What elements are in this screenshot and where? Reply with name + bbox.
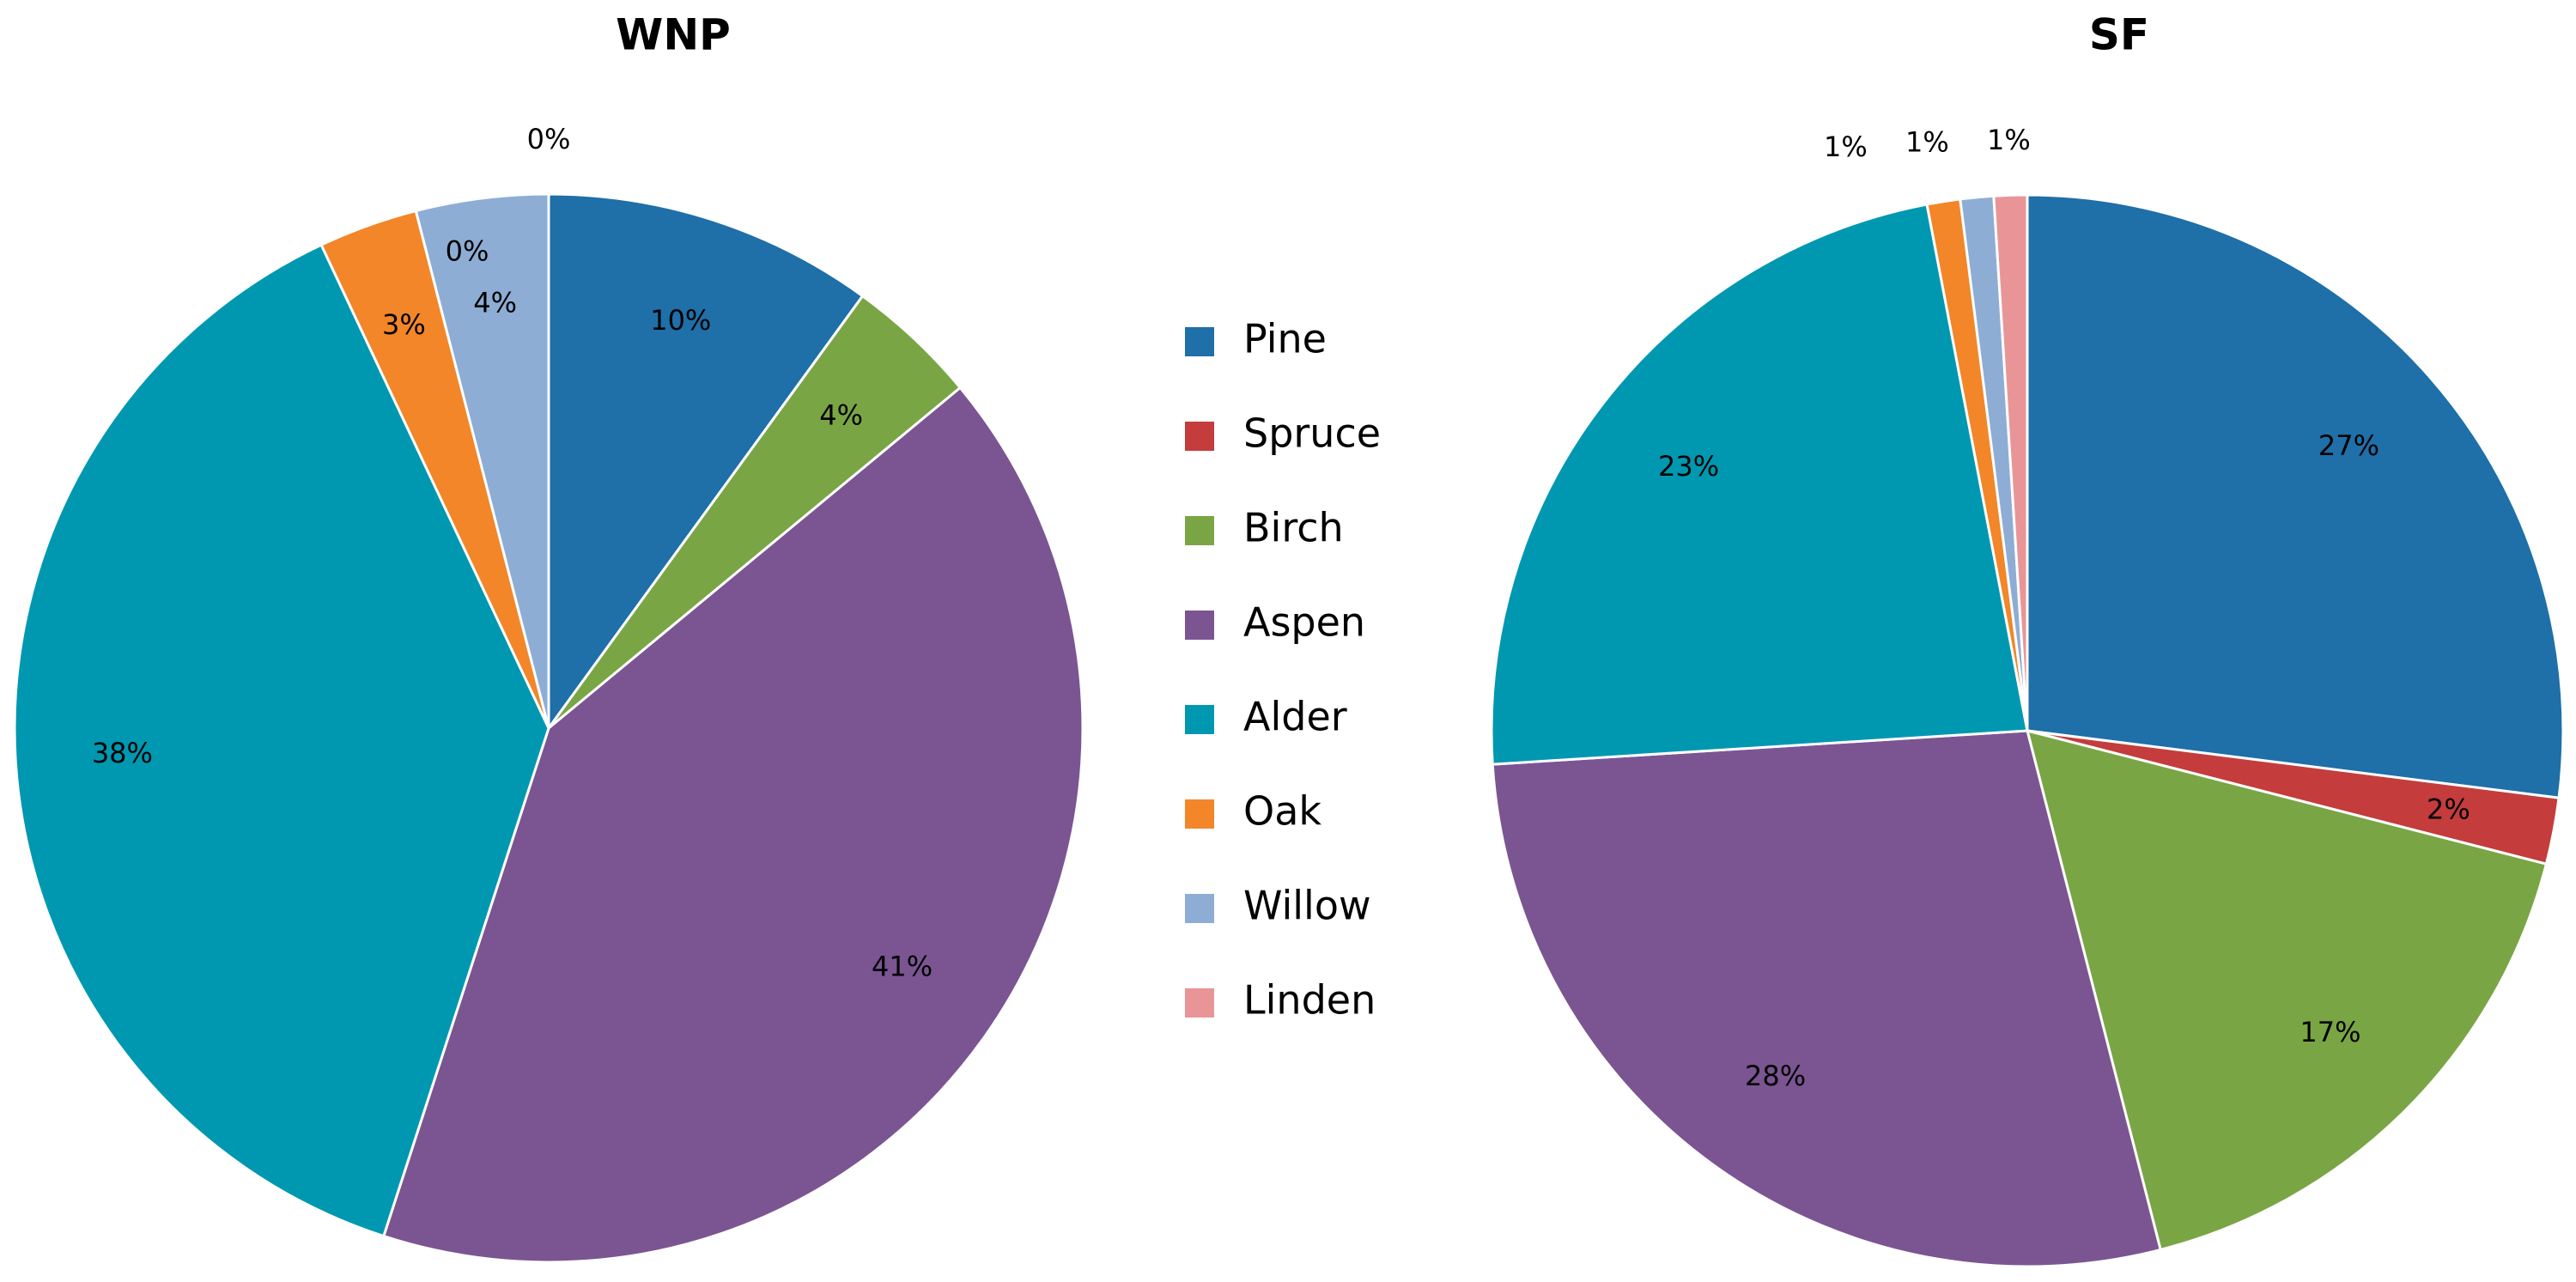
pie-slice	[1491, 729, 2163, 1268]
legend-label: Oak	[1243, 788, 1321, 835]
legend-swatch	[1185, 799, 1214, 829]
legend-label: Aspen	[1243, 599, 1365, 646]
data-label: 1%	[1987, 124, 2031, 156]
legend-label: Linden	[1243, 977, 1376, 1024]
data-label: 38%	[92, 737, 153, 769]
chart-title: SF	[2089, 10, 2149, 60]
data-label: 0%	[527, 123, 571, 155]
pie-slice	[381, 386, 1084, 1264]
pie-slice	[1992, 193, 2029, 732]
legend-swatch	[1185, 516, 1214, 545]
pie-slice	[2026, 193, 2565, 799]
data-label: 1%	[1824, 131, 1868, 163]
legend-label: Alder	[1243, 694, 1347, 740]
data-label: 4%	[473, 286, 517, 319]
legend-label: Willow	[1243, 883, 1371, 929]
data-label: 28%	[1745, 1060, 1806, 1092]
data-label: 10%	[650, 304, 711, 337]
pie-slice	[2025, 728, 2549, 1252]
legend-label: Birch	[1243, 505, 1344, 551]
legend-swatch	[1185, 705, 1214, 734]
data-label: 1%	[1905, 126, 1949, 159]
legend-swatch	[1185, 422, 1214, 451]
legend-swatch	[1185, 327, 1214, 356]
legend-swatch	[1185, 611, 1214, 640]
legend-label: Pine	[1243, 316, 1327, 362]
data-label: 0%	[446, 234, 489, 267]
chart-title: WNP	[616, 10, 731, 60]
data-label: 27%	[2318, 429, 2379, 462]
data-label: 41%	[872, 951, 933, 983]
pie-slice	[13, 243, 550, 1238]
data-label: 2%	[2427, 793, 2470, 826]
data-label: 23%	[1658, 450, 1719, 483]
legend-swatch	[1185, 894, 1214, 923]
pie-slice	[1490, 203, 2029, 766]
data-label: 3%	[382, 308, 426, 341]
data-label: 17%	[2300, 1016, 2360, 1048]
legend-swatch	[1185, 988, 1214, 1018]
pie-slice	[547, 192, 865, 732]
legend-label: Spruce	[1243, 410, 1381, 457]
data-label: 4%	[819, 398, 863, 431]
